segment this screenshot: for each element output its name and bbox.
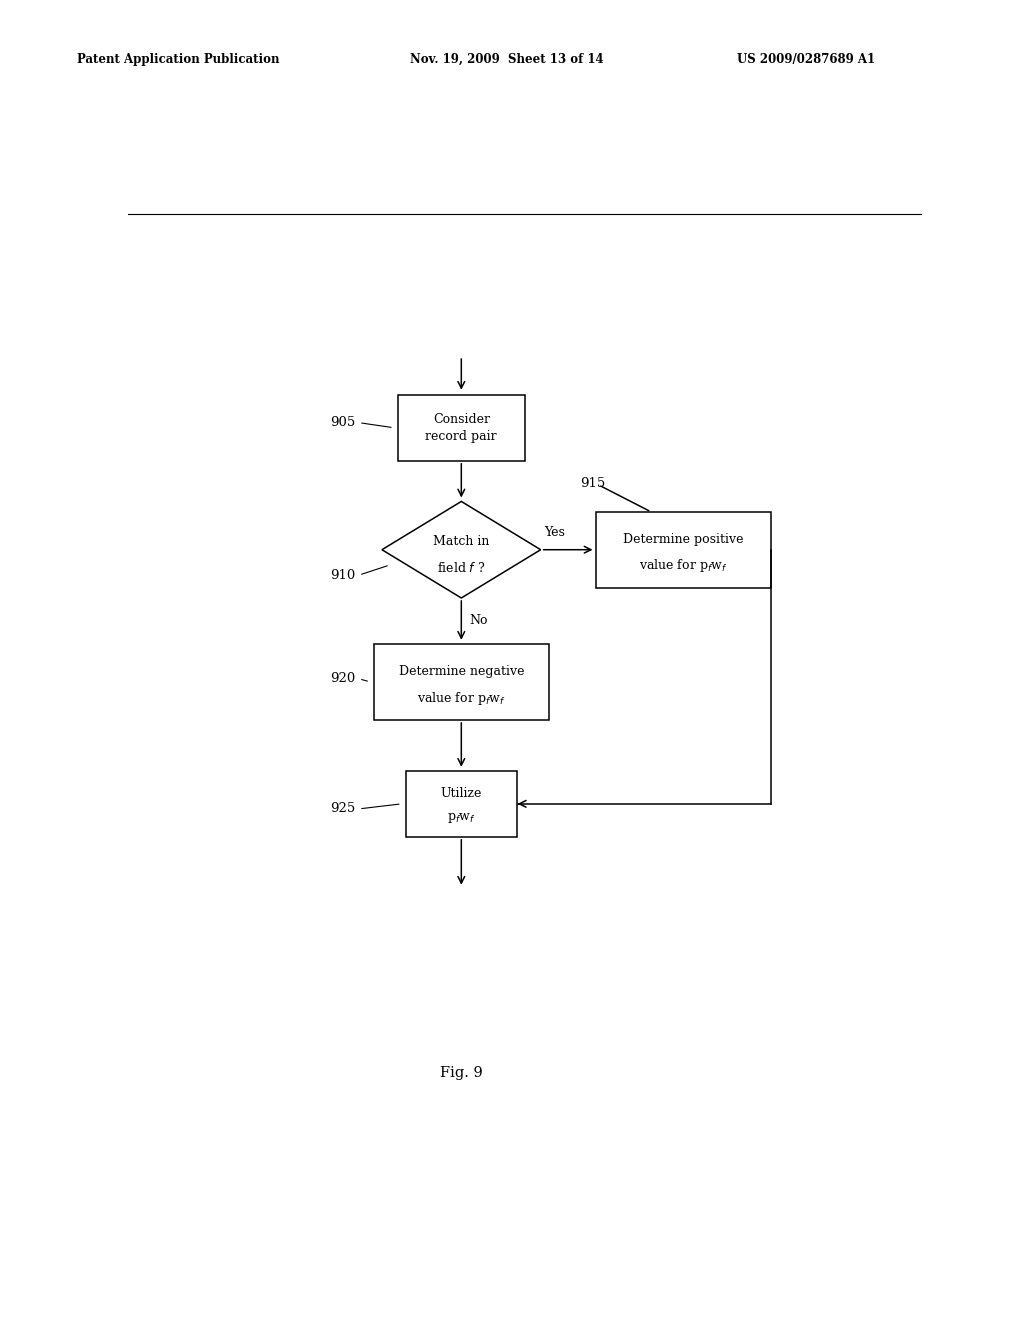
Text: Determine negative: Determine negative <box>398 665 524 678</box>
Text: Utilize: Utilize <box>440 787 482 800</box>
Bar <box>397 395 524 461</box>
Text: No: No <box>470 614 488 627</box>
Text: 905: 905 <box>331 416 355 429</box>
Text: Consider
record pair: Consider record pair <box>426 413 497 442</box>
Text: US 2009/0287689 A1: US 2009/0287689 A1 <box>737 53 876 66</box>
Text: 915: 915 <box>581 477 605 490</box>
Bar <box>406 771 517 837</box>
Text: Patent Application Publication: Patent Application Publication <box>77 53 280 66</box>
Text: value for p$_f$w$_f$: value for p$_f$w$_f$ <box>417 689 506 706</box>
Text: value for p$_f$w$_f$: value for p$_f$w$_f$ <box>639 557 728 574</box>
Polygon shape <box>382 502 541 598</box>
Text: Yes: Yes <box>545 525 565 539</box>
Text: 920: 920 <box>331 672 355 685</box>
Bar <box>374 644 549 719</box>
Text: p$_f$w$_f$: p$_f$w$_f$ <box>447 810 475 825</box>
Bar <box>596 512 771 587</box>
Text: 925: 925 <box>331 803 355 816</box>
Text: Determine positive: Determine positive <box>624 533 743 546</box>
Text: Fig. 9: Fig. 9 <box>440 1067 482 1080</box>
Text: field $f$ ?: field $f$ ? <box>437 561 485 576</box>
Text: 910: 910 <box>331 569 355 582</box>
Text: Match in: Match in <box>433 535 489 548</box>
Text: Nov. 19, 2009  Sheet 13 of 14: Nov. 19, 2009 Sheet 13 of 14 <box>410 53 603 66</box>
